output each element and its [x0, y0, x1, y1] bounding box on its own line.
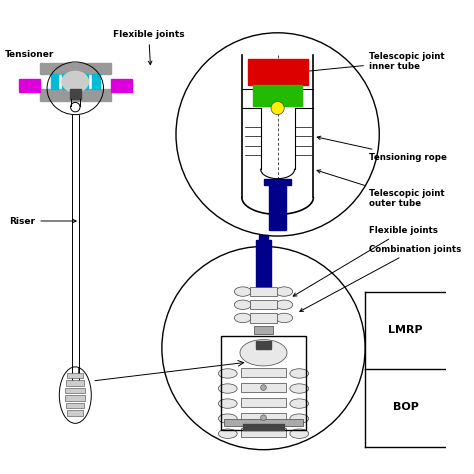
Text: Telescopic joint
outer tube: Telescopic joint outer tube	[317, 170, 445, 209]
Bar	[256, 341, 271, 349]
Bar	[39, 89, 111, 100]
Bar	[241, 428, 286, 438]
Bar	[66, 380, 84, 386]
Bar	[111, 79, 132, 92]
Ellipse shape	[276, 313, 292, 323]
Ellipse shape	[276, 300, 292, 310]
Ellipse shape	[290, 399, 309, 408]
Ellipse shape	[219, 399, 237, 408]
Circle shape	[261, 385, 266, 391]
Bar	[66, 402, 84, 408]
Ellipse shape	[219, 414, 237, 423]
Bar	[19, 79, 39, 92]
Bar	[253, 85, 302, 106]
Bar	[67, 373, 83, 378]
Ellipse shape	[219, 369, 237, 378]
Bar	[256, 240, 271, 287]
Text: Telescopic joint
inner tube: Telescopic joint inner tube	[301, 52, 445, 73]
Ellipse shape	[290, 384, 309, 393]
Bar	[81, 74, 89, 89]
Bar	[243, 424, 284, 430]
Bar	[241, 383, 286, 392]
Bar	[70, 89, 81, 99]
Ellipse shape	[234, 300, 251, 310]
Bar	[250, 287, 277, 296]
Bar	[224, 419, 303, 426]
Bar	[250, 300, 277, 310]
Text: Combination joints: Combination joints	[300, 245, 461, 311]
Bar	[254, 327, 273, 334]
Ellipse shape	[290, 369, 309, 378]
Text: LMRP: LMRP	[388, 325, 423, 335]
Bar	[264, 179, 291, 185]
Bar	[67, 410, 83, 416]
Ellipse shape	[290, 414, 309, 423]
Ellipse shape	[219, 429, 237, 438]
Text: Flexible joints: Flexible joints	[113, 30, 184, 64]
Bar	[241, 413, 286, 422]
Text: Tensioner: Tensioner	[5, 50, 54, 59]
Text: BOP: BOP	[392, 402, 419, 412]
Text: Flexible joints: Flexible joints	[293, 226, 438, 296]
Ellipse shape	[234, 287, 251, 296]
Bar	[51, 74, 58, 89]
Ellipse shape	[62, 72, 89, 92]
Bar	[92, 74, 100, 89]
Ellipse shape	[234, 313, 251, 323]
Bar	[241, 398, 286, 407]
Bar	[65, 388, 85, 393]
Bar	[269, 182, 286, 230]
Circle shape	[261, 415, 266, 420]
Ellipse shape	[290, 429, 309, 438]
Ellipse shape	[276, 287, 292, 296]
Circle shape	[271, 101, 284, 115]
Ellipse shape	[240, 339, 287, 366]
Bar	[250, 313, 277, 323]
Bar	[65, 395, 85, 401]
Bar	[259, 235, 268, 245]
Bar	[39, 63, 111, 74]
Ellipse shape	[219, 384, 237, 393]
Bar	[62, 74, 70, 89]
Bar	[247, 59, 308, 85]
Bar	[221, 336, 306, 430]
Text: Riser: Riser	[9, 217, 76, 226]
Bar	[241, 368, 286, 377]
Text: Tensioning rope: Tensioning rope	[317, 136, 447, 162]
